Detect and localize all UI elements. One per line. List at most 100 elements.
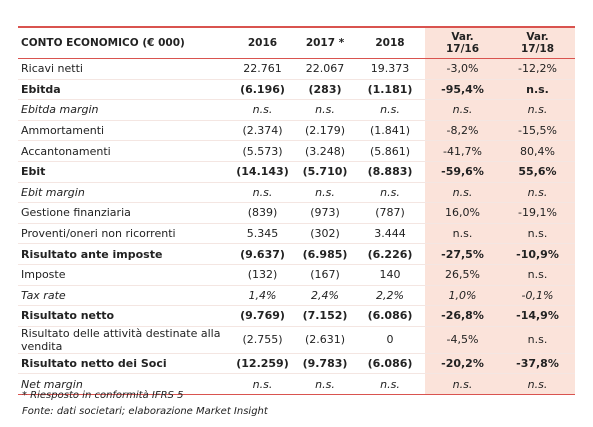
footnotes: * Riesposto in conformità IFRS 5 Fonte: d… <box>22 388 268 420</box>
row-label: Risultato netto dei Soci <box>18 353 230 375</box>
column-header: 2017 * <box>295 26 355 59</box>
cell: (12.259) <box>230 353 295 375</box>
cell: 140 <box>355 264 425 286</box>
table-row: Accantonamenti (5.573) (3.248) (5.861) -41,7… <box>18 140 575 162</box>
cell: 1,0% <box>425 285 500 307</box>
cell: n.s. <box>230 373 295 395</box>
cell: (14.143) <box>230 161 295 183</box>
cell: (6.086) <box>355 305 425 327</box>
cell: (973) <box>295 202 355 224</box>
cell: n.s. <box>230 99 295 121</box>
table-row: Risultato delle attività destinate alla … <box>18 326 575 354</box>
cell: -41,7% <box>425 140 500 162</box>
cell: (132) <box>230 264 295 286</box>
table-row: Ebit (14.143) (5.710) (8.883) -59,6% 55,6% <box>18 161 575 183</box>
cell: (2.179) <box>295 120 355 142</box>
cell: (9.637) <box>230 243 295 265</box>
cell: (787) <box>355 202 425 224</box>
cell: 2,2% <box>355 285 425 307</box>
row-label: Net margin <box>18 373 230 395</box>
row-label: Risultato netto <box>18 305 230 327</box>
row-label: Gestione finanziaria <box>18 202 230 224</box>
cell: -12,2% <box>500 58 575 80</box>
row-label: Ammortamenti <box>18 120 230 142</box>
header-line: Var. <box>451 31 474 43</box>
cell: -8,2% <box>425 120 500 142</box>
table-row: Proventi/oneri non ricorrenti 5.345 (302) 3… <box>18 223 575 245</box>
cell: (167) <box>295 264 355 286</box>
cell: 3.444 <box>355 223 425 245</box>
table-row: Ebit margin n.s. n.s. n.s. n.s. n.s. <box>18 182 575 204</box>
income-table: CONTO ECONOMICO (€ 000) 2016 2017 * 2018 Var… <box>18 26 575 395</box>
cell: (839) <box>230 202 295 224</box>
cell: -10,9% <box>500 243 575 265</box>
cell: n.s. <box>295 99 355 121</box>
cell: (1.181) <box>355 79 425 101</box>
cell: -14,9% <box>500 305 575 327</box>
cell: 1,4% <box>230 285 295 307</box>
cell: (3.248) <box>295 140 355 162</box>
cell: n.s. <box>425 99 500 121</box>
cell: 26,5% <box>425 264 500 286</box>
cell: -0,1% <box>500 285 575 307</box>
cell: 22.761 <box>230 58 295 80</box>
cell: -37,8% <box>500 353 575 375</box>
footnote: * Riesposto in conformità IFRS 5 <box>22 390 184 401</box>
cell: n.s. <box>425 223 500 245</box>
cell: n.s. <box>500 264 575 286</box>
header-line: 17/16 <box>445 43 480 55</box>
header-line: Var. <box>526 31 549 43</box>
header-row: CONTO ECONOMICO (€ 000) 2016 2017 * 2018 Var… <box>18 26 575 59</box>
cell: (6.985) <box>295 243 355 265</box>
row-label: Risultato ante imposte <box>18 243 230 265</box>
cell: n.s. <box>355 373 425 395</box>
cell: -27,5% <box>425 243 500 265</box>
cell: -4,5% <box>425 326 500 354</box>
cell: -26,8% <box>425 305 500 327</box>
row-label: Ricavi netti <box>18 58 230 80</box>
table-row: Imposte (132) (167) 140 26,5% n.s. <box>18 264 575 286</box>
cell: 55,6% <box>500 161 575 183</box>
table-row: Risultato netto dei Soci (12.259) (9.783)(… <box>18 353 575 375</box>
cell: (283) <box>295 79 355 101</box>
cell: -3,0% <box>425 58 500 80</box>
table-row: Tax rate 1,4% 2,4% 2,2% 1,0% -0,1% <box>18 285 575 307</box>
row-label: Imposte <box>18 264 230 286</box>
cell: (5.573) <box>230 140 295 162</box>
row-label: Proventi/oneri non ricorrenti <box>18 223 230 245</box>
row-label: Ebit margin <box>18 182 230 204</box>
cell: n.s. <box>425 182 500 204</box>
table-wrap: CONTO ECONOMICO (€ 000) 2016 2017 * 2018 Var… <box>18 26 575 395</box>
table-row: Ricavi netti 22.761 22.067 19.373 -3,0% -12,2… <box>18 58 575 80</box>
cell: n.s. <box>500 373 575 395</box>
cell: n.s. <box>500 182 575 204</box>
cell: -95,4% <box>425 79 500 101</box>
cell: (2.755) <box>230 326 295 354</box>
table-row: Risultato ante imposte (9.637) (6.985) (6.2… <box>18 243 575 265</box>
column-header: 2016 <box>230 26 295 59</box>
cell: (9.783) <box>295 353 355 375</box>
cell: n.s. <box>500 99 575 121</box>
table-body: Ricavi netti 22.761 22.067 19.373 -3,0% -12,2… <box>18 58 575 395</box>
cell: (2.374) <box>230 120 295 142</box>
table-row: Net margin n.s. n.s. n.s. n.s. n.s. <box>18 373 575 395</box>
cell: n.s. <box>230 182 295 204</box>
column-header: 2018 <box>355 26 425 59</box>
row-label: Tax rate <box>18 285 230 307</box>
row-label: Ebit <box>18 161 230 183</box>
cell: n.s. <box>355 182 425 204</box>
cell: (6.196) <box>230 79 295 101</box>
row-label: Risultato delle attività destinate alla … <box>18 326 230 354</box>
cell: 19.373 <box>355 58 425 80</box>
cell: -20,2% <box>425 353 500 375</box>
cell: (1.841) <box>355 120 425 142</box>
cell: n.s. <box>295 373 355 395</box>
cell: 16,0% <box>425 202 500 224</box>
column-header: Var. 17/16 <box>425 26 500 59</box>
cell: (6.086) <box>355 353 425 375</box>
cell: (7.152) <box>295 305 355 327</box>
column-header: Var. 17/18 <box>500 26 575 59</box>
cell: (6.226) <box>355 243 425 265</box>
cell: (2.631) <box>295 326 355 354</box>
